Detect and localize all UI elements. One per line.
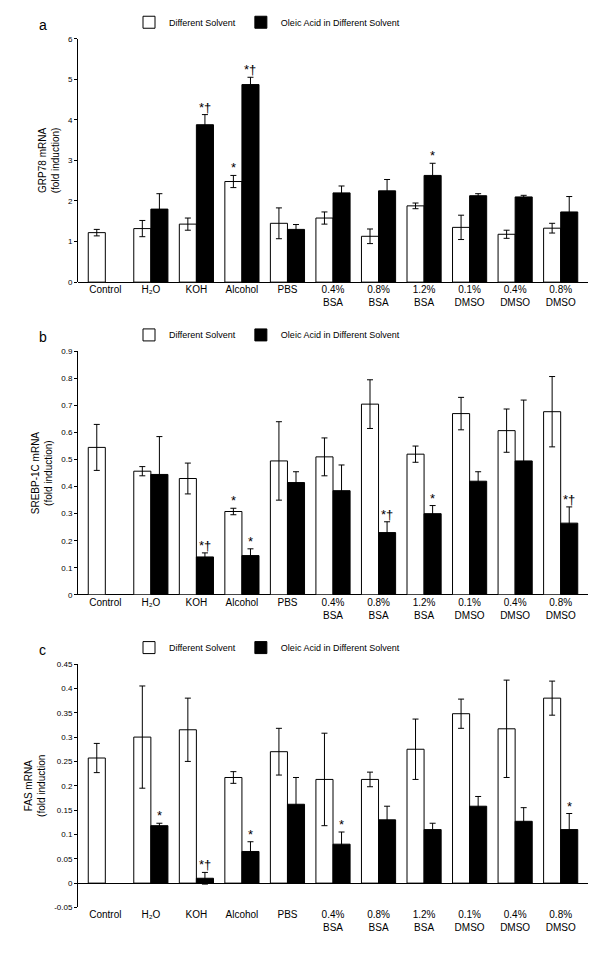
svg-text:GRP78 mRNA(fold induction): GRP78 mRNA(fold induction)	[37, 128, 61, 194]
svg-text:0.8%DMSO: 0.8%DMSO	[546, 597, 576, 621]
svg-text:*†: *†	[381, 507, 393, 522]
svg-text:0.8%DMSO: 0.8%DMSO	[546, 284, 576, 308]
svg-text:Different Solvent: Different Solvent	[169, 330, 236, 340]
svg-text:0.1: 0.1	[61, 830, 73, 839]
svg-text:0.8%BSA: 0.8%BSA	[367, 284, 390, 308]
svg-text:0.4: 0.4	[61, 684, 73, 693]
svg-text:0.45: 0.45	[57, 660, 73, 669]
svg-text:KOH: KOH	[186, 597, 208, 608]
svg-text:0.05: 0.05	[57, 855, 73, 864]
svg-text:PBS: PBS	[277, 597, 297, 608]
svg-text:0.4%DMSO: 0.4%DMSO	[500, 597, 530, 621]
svg-text:*†: *†	[199, 100, 211, 115]
svg-text:0.1%DMSO: 0.1%DMSO	[455, 909, 485, 933]
svg-text:3: 3	[68, 156, 73, 165]
svg-text:KOH: KOH	[186, 284, 208, 295]
svg-text:0.15: 0.15	[57, 806, 73, 815]
svg-text:5: 5	[68, 75, 73, 84]
svg-text:0.4%BSA: 0.4%BSA	[322, 597, 345, 621]
svg-text:0.4%BSA: 0.4%BSA	[322, 284, 345, 308]
svg-text:0.4%DMSO: 0.4%DMSO	[500, 284, 530, 308]
svg-text:1.2%BSA: 1.2%BSA	[413, 597, 436, 621]
svg-text:Oleic Acid in Different Solven: Oleic Acid in Different Solvent	[281, 18, 400, 28]
svg-text:a: a	[39, 17, 47, 33]
svg-text:0.35: 0.35	[57, 709, 73, 718]
svg-text:0.4%BSA: 0.4%BSA	[322, 909, 345, 933]
svg-text:0.8%DMSO: 0.8%DMSO	[546, 909, 576, 933]
svg-text:0.7: 0.7	[61, 401, 73, 410]
svg-text:Different Solvent: Different Solvent	[169, 18, 236, 28]
svg-text:2: 2	[68, 197, 73, 206]
svg-text:Alcohol: Alcohol	[226, 909, 259, 920]
svg-text:0.2: 0.2	[61, 782, 73, 791]
svg-text:H₂O: H₂O	[141, 909, 160, 920]
svg-text:0: 0	[68, 879, 73, 888]
svg-text:c: c	[39, 642, 46, 658]
svg-text:*†: *†	[199, 857, 211, 872]
svg-text:0.2: 0.2	[61, 537, 73, 546]
svg-text:0.4%DMSO: 0.4%DMSO	[500, 909, 530, 933]
svg-text:0.1: 0.1	[61, 564, 73, 573]
svg-text:KOH: KOH	[186, 909, 208, 920]
svg-text:*: *	[231, 493, 236, 508]
svg-text:*†: *†	[199, 538, 211, 553]
svg-text:Oleic Acid in Different Solven: Oleic Acid in Different Solvent	[281, 643, 400, 653]
svg-text:Alcohol: Alcohol	[226, 597, 259, 608]
svg-text:*: *	[339, 817, 344, 832]
svg-text:Oleic Acid in Different Solven: Oleic Acid in Different Solvent	[281, 330, 400, 340]
svg-text:0.25: 0.25	[57, 757, 73, 766]
svg-text:*: *	[248, 534, 253, 549]
svg-text:*†: *†	[244, 62, 256, 77]
svg-text:*: *	[248, 827, 253, 842]
svg-text:*: *	[567, 799, 572, 814]
svg-text:*: *	[430, 148, 435, 163]
svg-text:H₂O: H₂O	[141, 284, 160, 295]
svg-text:*: *	[430, 491, 435, 506]
svg-text:Alcohol: Alcohol	[226, 284, 259, 295]
svg-text:4: 4	[68, 116, 73, 125]
svg-text:*: *	[231, 160, 236, 175]
svg-text:*: *	[157, 808, 162, 823]
svg-text:0.1%DMSO: 0.1%DMSO	[455, 597, 485, 621]
svg-text:PBS: PBS	[277, 909, 297, 920]
svg-text:0.3: 0.3	[61, 733, 73, 742]
svg-text:1.2%BSA: 1.2%BSA	[413, 909, 436, 933]
svg-text:H₂O: H₂O	[141, 597, 160, 608]
svg-text:0.9: 0.9	[61, 347, 73, 356]
svg-text:0: 0	[68, 278, 73, 287]
svg-text:Control: Control	[89, 284, 121, 295]
svg-text:Control: Control	[89, 597, 121, 608]
svg-text:0.8%BSA: 0.8%BSA	[367, 597, 390, 621]
svg-text:0.5: 0.5	[61, 455, 73, 464]
svg-text:*†: *†	[563, 492, 575, 507]
svg-text:6: 6	[68, 35, 73, 44]
svg-text:-0.05: -0.05	[54, 903, 73, 912]
svg-text:0.8%BSA: 0.8%BSA	[367, 909, 390, 933]
svg-text:0.8: 0.8	[61, 374, 73, 383]
svg-text:FAS mRNA(fold induction: FAS mRNA(fold induction	[23, 755, 47, 817]
svg-text:PBS: PBS	[277, 284, 297, 295]
svg-text:1: 1	[68, 237, 73, 246]
svg-text:0.6: 0.6	[61, 428, 73, 437]
svg-text:b: b	[39, 329, 47, 345]
svg-text:1.2%BSA: 1.2%BSA	[413, 284, 436, 308]
svg-text:0.3: 0.3	[61, 509, 73, 518]
svg-text:0.1%DMSO: 0.1%DMSO	[455, 284, 485, 308]
svg-text:0.4: 0.4	[61, 482, 73, 491]
svg-text:Control: Control	[89, 909, 121, 920]
svg-text:SREBP-1C mRNA(fold induction): SREBP-1C mRNA(fold induction)	[30, 432, 54, 515]
svg-text:0: 0	[68, 591, 73, 600]
svg-text:Different Solvent: Different Solvent	[169, 643, 236, 653]
